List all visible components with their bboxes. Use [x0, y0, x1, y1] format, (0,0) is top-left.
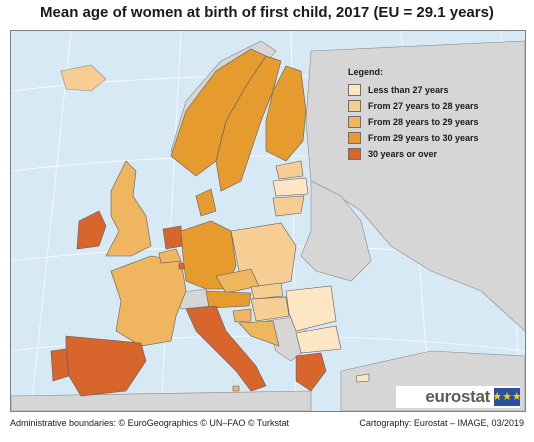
legend-label: From 29 years to 30 years: [368, 133, 479, 143]
region-slovenia: [232, 308, 252, 323]
region-france: [110, 255, 187, 347]
region-netherlands: [162, 225, 184, 250]
region-hungary: [250, 296, 290, 322]
russia-east: [305, 40, 525, 332]
region-spain: [65, 335, 147, 397]
legend-label: Less than 27 years: [368, 85, 449, 95]
legend-item: From 27 years to 28 years: [348, 98, 508, 114]
iceland: [60, 64, 107, 92]
region-cyprus: [355, 373, 370, 383]
region-belgium: [158, 248, 182, 264]
footer-cartography-credit: Cartography: Eurostat – IMAGE, 03/2019: [359, 418, 524, 428]
region-estonia: [275, 160, 304, 180]
legend-swatch: [348, 116, 361, 128]
legend-swatch: [348, 148, 361, 160]
legend-item: From 28 years to 29 years: [348, 114, 508, 130]
region-romania: [285, 285, 337, 332]
legend-label: From 27 years to 28 years: [368, 101, 479, 111]
legend-item: 30 years or over: [348, 146, 508, 162]
eu-flag-stars: ★★★: [492, 390, 522, 403]
region-lithuania: [272, 195, 305, 217]
legend-swatch: [348, 84, 361, 96]
region-latvia: [272, 177, 309, 197]
ukraine-belarus: [300, 180, 372, 282]
map-frame: [10, 30, 526, 412]
eurostat-wordmark: eurostat: [425, 387, 490, 406]
legend: Legend: Less than 27 years From 27 years …: [348, 67, 508, 162]
legend-label: From 28 years to 29 years: [368, 117, 479, 127]
legend-swatch: [348, 132, 361, 144]
legend-swatch: [348, 100, 361, 112]
region-bulgaria: [295, 325, 342, 354]
eurostat-logo: eurostat ★★★: [396, 386, 522, 408]
region-finland: [265, 65, 307, 162]
region-malta: [232, 385, 240, 392]
footer-boundaries-credit: Administrative boundaries: © EuroGeograp…: [10, 418, 290, 428]
region-austria: [205, 290, 252, 309]
region-croatia: [238, 320, 280, 347]
region-greece: [295, 352, 327, 392]
map-title: Mean age of women at birth of first chil…: [40, 4, 494, 21]
map-svg: [11, 31, 525, 411]
region-norway: [170, 48, 267, 177]
region-italy: [185, 305, 267, 392]
eu-countries: [50, 48, 370, 397]
eu-flag-icon: ★★★: [492, 388, 522, 406]
region-denmark: [195, 188, 217, 217]
legend-item: Less than 27 years: [348, 82, 508, 98]
legend-label: 30 years or over: [368, 149, 438, 159]
region-ireland: [76, 210, 107, 250]
legend-item: From 29 years to 30 years: [348, 130, 508, 146]
region-slovakia: [250, 282, 284, 300]
legend-title: Legend:: [348, 67, 383, 77]
north-africa: [11, 390, 312, 411]
region-uk: [105, 160, 152, 257]
